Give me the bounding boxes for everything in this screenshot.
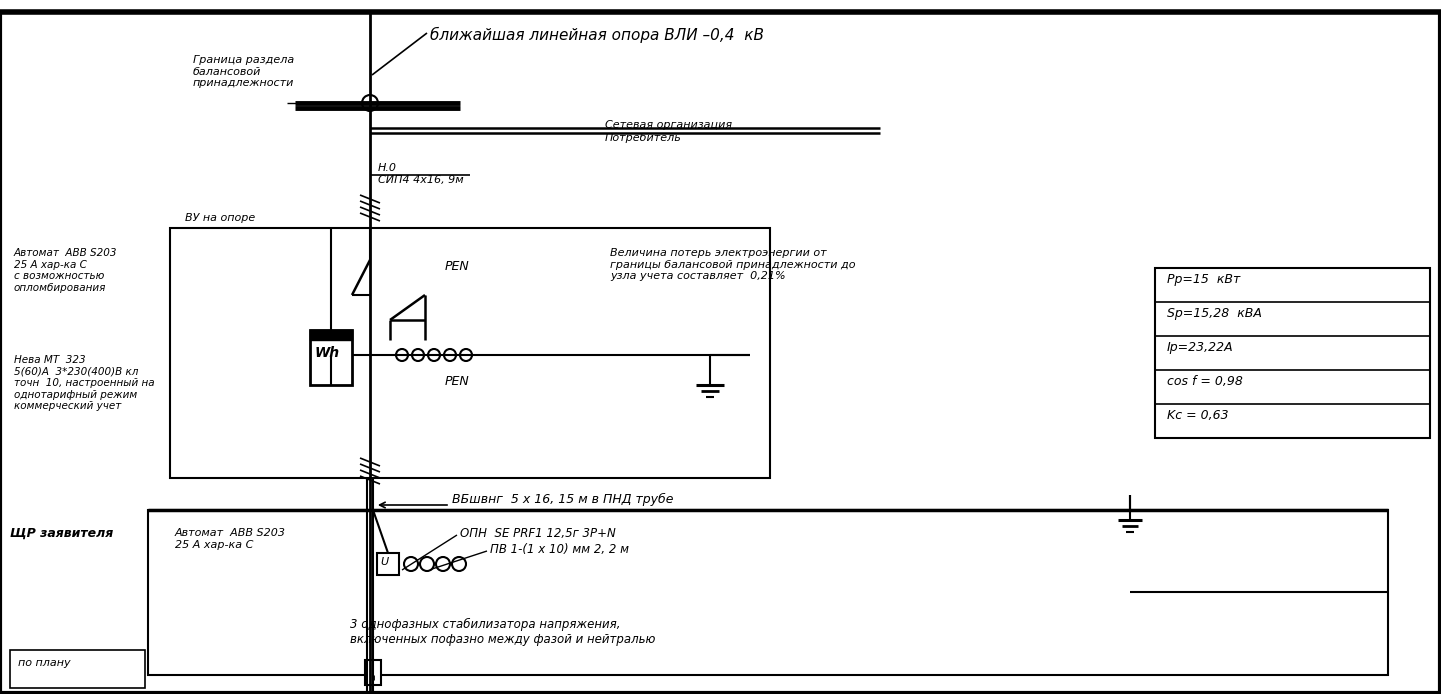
Text: ближайшая линейная опора ВЛИ –0,4  кВ: ближайшая линейная опора ВЛИ –0,4 кВ (429, 27, 764, 43)
Text: U: U (380, 557, 388, 567)
Bar (378, 553, 399, 575)
Text: cos f = 0,98: cos f = 0,98 (1167, 375, 1244, 388)
Bar (148, 510, 1388, 675)
Text: Н.0: Н.0 (378, 163, 398, 173)
Text: ВУ на опоре: ВУ на опоре (184, 213, 255, 223)
Text: Sp=15,28  кВА: Sp=15,28 кВА (1167, 307, 1262, 320)
Text: Автомат  ABB S203
25 А хар-ка C: Автомат ABB S203 25 А хар-ка C (174, 528, 285, 550)
Bar (310, 330, 352, 340)
Text: Величина потерь электроэнергии от
границы балансовой принадлежности до
узла учет: Величина потерь электроэнергии от границ… (610, 248, 856, 281)
Bar (170, 228, 769, 478)
Text: ВБшвнг  5 x 16, 15 м в ПНД трубе: ВБшвнг 5 x 16, 15 м в ПНД трубе (452, 493, 673, 506)
Text: Нева МТ  323
5(60)А  3*230(400)В кл
точн  10, настроенный на
однотарифный режим
: Нева МТ 323 5(60)А 3*230(400)В кл точн 1… (14, 355, 154, 412)
Bar (310, 330, 352, 385)
Text: по плану: по плану (17, 658, 71, 668)
Text: ОПН  SE PRF1 12,5г 3P+N: ОПН SE PRF1 12,5г 3P+N (460, 527, 615, 540)
Text: Pp=15  кВт: Pp=15 кВт (1167, 273, 1241, 286)
Text: Сетевая организация: Сетевая организация (605, 120, 732, 130)
Text: Граница раздела
балансовой
принадлежности: Граница раздела балансовой принадлежност… (193, 55, 294, 88)
Text: 3 однофазных стабилизатора напряжения,
включенных пофазно между фазой и нейтраль: 3 однофазных стабилизатора напряжения, в… (350, 618, 656, 646)
Bar (10, 650, 146, 688)
Text: Ip=23,22A: Ip=23,22A (1167, 341, 1233, 354)
Text: Kc = 0,63: Kc = 0,63 (1167, 409, 1229, 422)
Text: ПВ 1-(1 x 10) мм 2, 2 м: ПВ 1-(1 x 10) мм 2, 2 м (490, 543, 630, 556)
Text: ЩР заявителя: ЩР заявителя (10, 527, 114, 540)
Text: Wh: Wh (316, 346, 340, 360)
Text: Потребитель: Потребитель (605, 133, 682, 143)
Text: Автомат  ABB S203
25 А хар-ка C
с возможностью
опломбирования: Автомат ABB S203 25 А хар-ка C с возможн… (14, 248, 118, 293)
Text: PEN: PEN (445, 260, 470, 273)
Text: СИП4 4x16, 9м: СИП4 4x16, 9м (378, 175, 464, 185)
Bar (365, 660, 380, 685)
Bar (1156, 268, 1429, 438)
Text: PEN: PEN (445, 375, 470, 388)
